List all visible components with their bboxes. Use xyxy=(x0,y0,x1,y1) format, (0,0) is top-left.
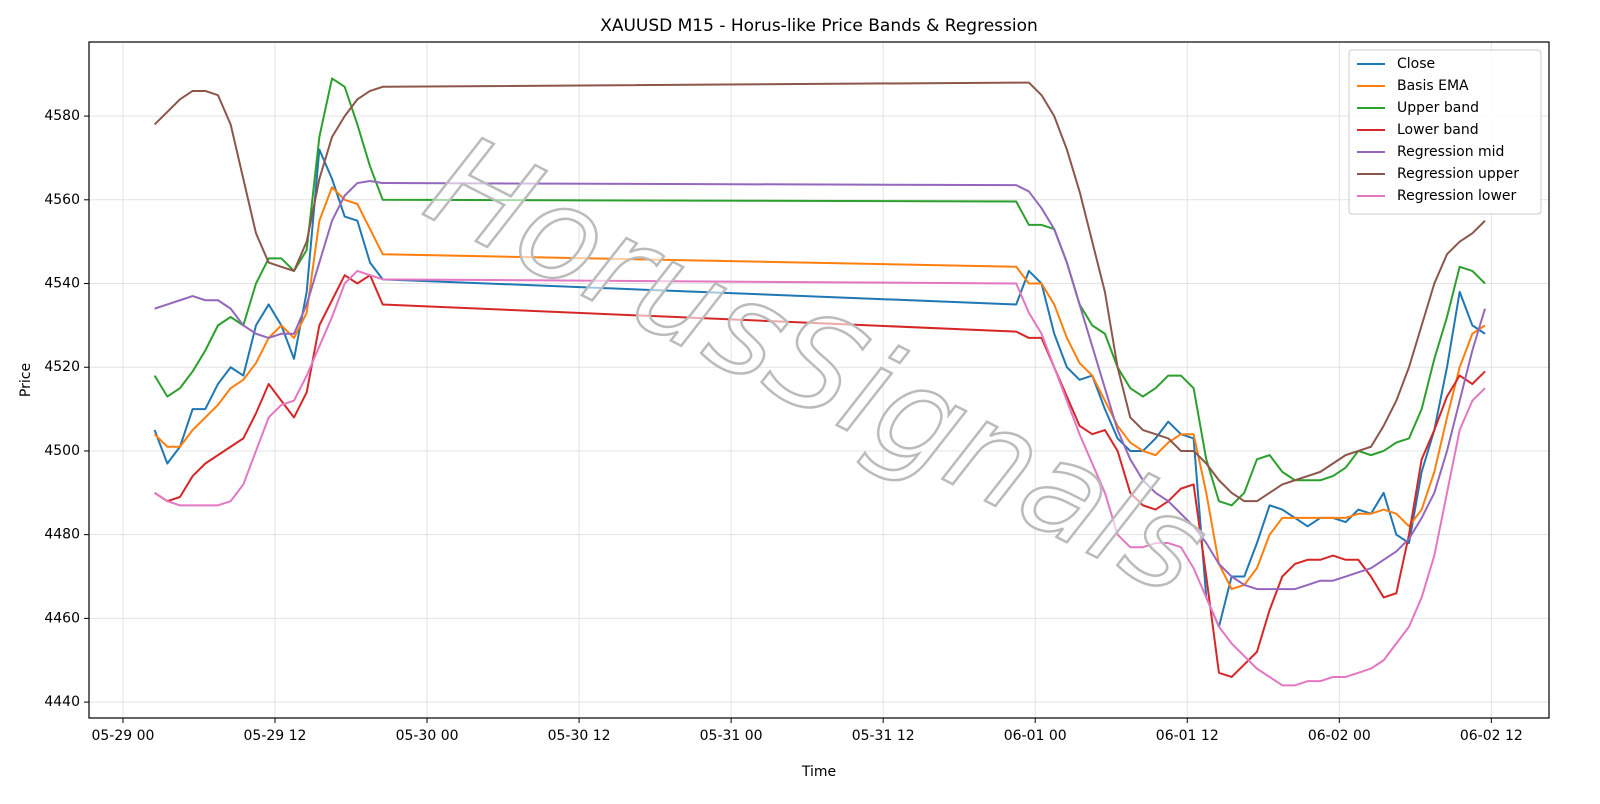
y-tick-label: 4560 xyxy=(44,192,80,208)
series-line xyxy=(153,148,1486,628)
x-tick-label: 06-02 12 xyxy=(1460,728,1523,744)
legend-label: Upper band xyxy=(1397,100,1479,116)
y-tick-label: 4460 xyxy=(44,610,80,626)
x-tick-label: 05-31 12 xyxy=(852,728,915,744)
y-tick-label: 4580 xyxy=(44,108,80,124)
x-tick-label: 05-29 00 xyxy=(91,728,154,744)
x-tick-label: 06-01 12 xyxy=(1156,728,1219,744)
y-axis-label: Price xyxy=(18,363,34,397)
lines xyxy=(153,77,1486,687)
x-axis-label: Time xyxy=(801,764,836,780)
chart-title: XAUUSD M15 - Horus-like Price Bands & Re… xyxy=(600,16,1038,36)
legend-label: Lower band xyxy=(1397,122,1479,138)
series-line xyxy=(153,186,1486,591)
legend-box xyxy=(1348,49,1542,215)
y-tick-label: 4480 xyxy=(44,527,80,543)
x-tick-label: 05-29 12 xyxy=(244,728,307,744)
y-tick-label: 4520 xyxy=(44,359,80,375)
x-tick-label: 05-31 00 xyxy=(700,728,763,744)
legend-label: Close xyxy=(1397,56,1435,72)
x-tick-label: 05-30 12 xyxy=(548,728,611,744)
y-tick-label: 4440 xyxy=(44,694,80,710)
series-line xyxy=(153,81,1486,503)
plot-frame xyxy=(88,41,1550,719)
x-tick-label: 05-30 00 xyxy=(396,728,459,744)
series-line xyxy=(153,77,1486,507)
legend: Close Basis EMA Upper band Lower band Regres… xyxy=(1348,49,1542,215)
series-line xyxy=(154,269,1486,687)
y-tick-label: 4500 xyxy=(44,443,80,459)
legend-label: Regression upper xyxy=(1397,166,1519,182)
series-line xyxy=(154,179,1486,591)
x-tick-label: 06-02 00 xyxy=(1308,728,1371,744)
legend-label: Regression lower xyxy=(1397,188,1517,204)
grid xyxy=(89,42,1549,718)
x-tick-label: 06-01 00 xyxy=(1004,728,1067,744)
legend-label: Basis EMA xyxy=(1397,78,1469,94)
y-tick-label: 4540 xyxy=(44,276,80,292)
legend-label: Regression mid xyxy=(1397,144,1504,160)
series-line xyxy=(154,274,1486,678)
